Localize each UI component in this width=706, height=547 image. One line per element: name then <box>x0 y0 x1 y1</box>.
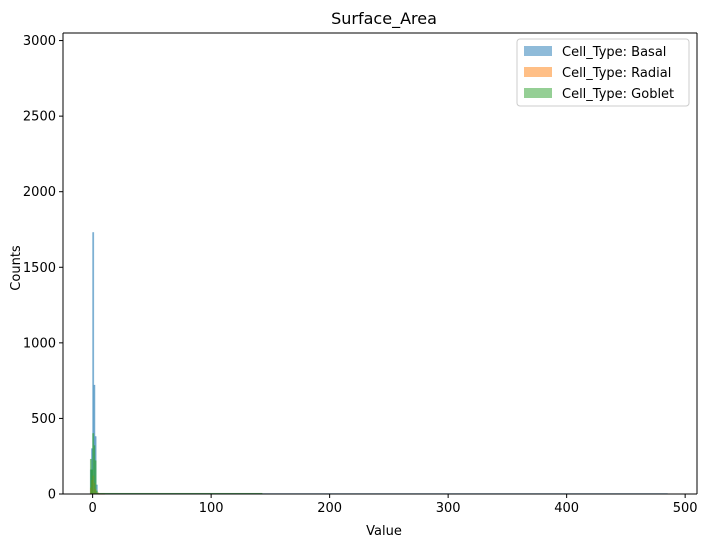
x-tick-label: 0 <box>88 501 96 516</box>
y-tick-label: 1000 <box>23 336 56 351</box>
y-tick-label: 3000 <box>23 34 56 49</box>
chart-title: Surface_Area <box>331 9 437 29</box>
axes-layer: 0 100 200 300 400 500 0 500 1000 1500 2000 2500 3000 <box>23 32 698 516</box>
legend-label: Cell_Type: Radial <box>562 66 671 81</box>
plot-background <box>63 33 697 494</box>
legend-label: Cell_Type: Goblet <box>562 87 674 102</box>
y-tick-label: 0 <box>48 488 56 503</box>
plot-area <box>63 33 697 494</box>
x-tick-label: 500 <box>673 501 698 516</box>
histogram-bar <box>94 460 97 495</box>
y-axis-label: Counts <box>9 245 24 291</box>
legend-label: Cell_Type: Basal <box>562 45 666 60</box>
legend-swatch <box>524 46 552 56</box>
legend-swatch <box>524 67 552 77</box>
y-tick-label: 2000 <box>23 185 56 200</box>
x-tick-label: 100 <box>199 501 224 516</box>
legend-box <box>516 38 690 107</box>
legend-swatch <box>524 88 552 98</box>
legend: Cell_Type: Basal Cell_Type: Radial Cell_Ty… <box>516 38 690 107</box>
x-tick-label: 200 <box>317 501 342 516</box>
y-tick-label: 2500 <box>23 110 56 125</box>
x-tick-label: 300 <box>436 501 461 516</box>
y-tick-label: 1500 <box>23 261 56 276</box>
y-tick-label: 500 <box>31 412 56 427</box>
x-tick-label: 400 <box>554 501 579 516</box>
x-axis-label: Value <box>366 524 402 539</box>
